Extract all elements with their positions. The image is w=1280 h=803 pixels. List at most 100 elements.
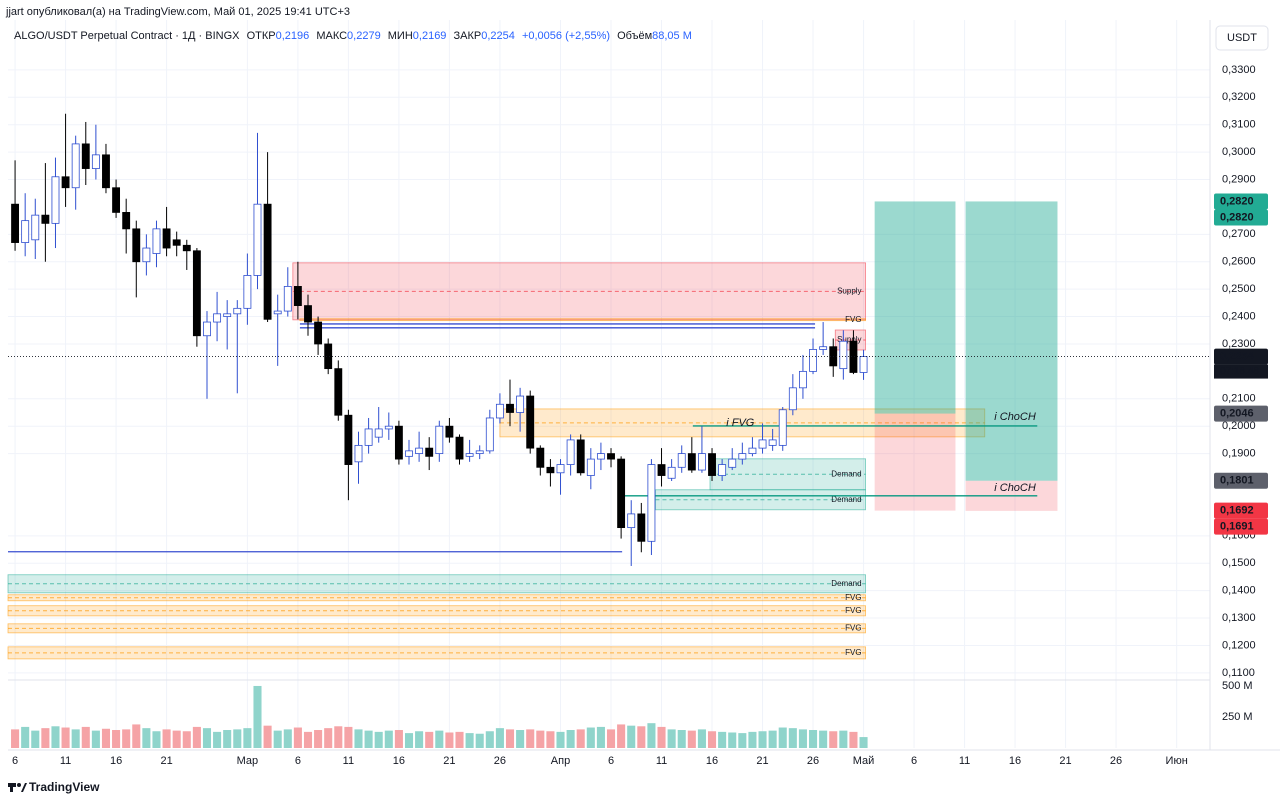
volume-bar bbox=[657, 726, 666, 748]
zone-label: FVG bbox=[845, 648, 861, 657]
currency[interactable]: USDT bbox=[1227, 32, 1257, 44]
y-tick-label: 0,2700 bbox=[1222, 228, 1256, 240]
annotation: i ChoCH bbox=[994, 411, 1036, 423]
volume-bar bbox=[707, 731, 717, 748]
candle-body bbox=[506, 403, 514, 413]
volume-bar bbox=[283, 729, 292, 748]
volume-bar bbox=[273, 730, 282, 748]
volume-bar bbox=[374, 731, 383, 748]
position-profit bbox=[874, 201, 956, 414]
volume-bar bbox=[122, 729, 131, 748]
x-tick-label: 6 bbox=[911, 755, 917, 767]
candle-body bbox=[102, 154, 110, 189]
volume-bar bbox=[687, 730, 696, 748]
volume-tick-label: 500 M bbox=[1222, 680, 1253, 692]
candle-body bbox=[576, 439, 585, 474]
volume-bar bbox=[364, 730, 373, 748]
volume-bar bbox=[445, 732, 454, 748]
volume-bar bbox=[667, 729, 676, 748]
volume-bar bbox=[71, 729, 80, 748]
countdown: 07:18:48 bbox=[1220, 366, 1259, 377]
volume-bar bbox=[81, 726, 90, 748]
x-tick-label: Май bbox=[853, 755, 875, 767]
logo-mark bbox=[17, 783, 21, 787]
volume-bar bbox=[21, 726, 30, 748]
price-badge bbox=[1214, 472, 1268, 489]
candle-body bbox=[748, 447, 757, 455]
candle-body bbox=[445, 425, 454, 438]
legend-value: 0,2196 bbox=[276, 30, 310, 42]
volume-bar bbox=[233, 729, 242, 748]
candle-body bbox=[112, 187, 121, 213]
x-tick-label: 26 bbox=[494, 755, 506, 767]
candle-body bbox=[405, 450, 413, 457]
candle-body bbox=[344, 414, 353, 465]
x-tick-label: 16 bbox=[1009, 755, 1021, 767]
y-tick-label: 0,3000 bbox=[1222, 146, 1256, 158]
volume-bar bbox=[253, 685, 262, 748]
volume-bar bbox=[455, 731, 464, 748]
candle-body bbox=[263, 203, 272, 320]
publisher: jjart опубликовал(а) на TradingView.com,… bbox=[5, 6, 350, 18]
position-loss bbox=[874, 413, 956, 511]
x-tick-label: 21 bbox=[443, 755, 455, 767]
candle-body bbox=[788, 387, 797, 411]
x-tick-label: 16 bbox=[393, 755, 405, 767]
volume-bar bbox=[334, 726, 343, 748]
x-tick-label: 11 bbox=[343, 755, 354, 767]
y-tick-label: 0,1100 bbox=[1222, 667, 1255, 679]
candle-body bbox=[11, 203, 20, 243]
candle-body bbox=[485, 417, 494, 452]
zone-label: Supply bbox=[837, 335, 861, 344]
volume-bar bbox=[839, 730, 848, 748]
volume-bar bbox=[566, 730, 575, 748]
candle-body bbox=[31, 214, 40, 241]
candle-body bbox=[203, 321, 211, 337]
volume-bar bbox=[31, 730, 40, 748]
price-badge bbox=[1214, 348, 1268, 365]
currency-button[interactable] bbox=[1215, 25, 1269, 51]
legend-value: 0,2169 bbox=[413, 30, 447, 42]
volume-bar bbox=[526, 729, 535, 748]
price-badge bbox=[1214, 193, 1268, 210]
x-tick-label: 6 bbox=[608, 755, 614, 767]
volume-bar bbox=[61, 727, 70, 748]
volume-bar bbox=[162, 729, 171, 748]
candle-body bbox=[425, 447, 434, 457]
candle-body bbox=[637, 513, 646, 542]
candle-body bbox=[708, 453, 716, 476]
volume-bar bbox=[819, 730, 828, 748]
volume-bar bbox=[697, 729, 706, 748]
candle-body bbox=[667, 466, 676, 479]
x-tick-label: 21 bbox=[756, 755, 768, 767]
candle-body bbox=[81, 143, 90, 169]
candle-body bbox=[324, 343, 333, 370]
x-tick-label: 11 bbox=[60, 755, 71, 767]
countdown-badge bbox=[1214, 364, 1268, 379]
volume-bar bbox=[596, 726, 605, 748]
candle-body bbox=[728, 458, 737, 468]
x-tick-label: 6 bbox=[295, 755, 301, 767]
candle-body bbox=[849, 340, 858, 373]
volume-bar bbox=[748, 731, 757, 748]
symbol-legend: ALGO/USDT Perpetual Contract · 1Д · BING… bbox=[14, 30, 692, 42]
volume-bar bbox=[637, 726, 646, 748]
candle-body bbox=[546, 466, 555, 474]
volume-bar bbox=[182, 731, 191, 748]
volume-bar bbox=[91, 730, 100, 748]
volume-bar bbox=[435, 730, 444, 748]
y-tick-label: 0,2300 bbox=[1222, 338, 1256, 350]
volume-bar bbox=[404, 733, 414, 748]
volume-bar bbox=[425, 731, 434, 748]
candle-body bbox=[435, 425, 444, 455]
volume-label: Объём bbox=[617, 30, 652, 42]
price-badge-label: 0,2254 bbox=[1220, 350, 1255, 362]
y-tick-label: 0,1200 bbox=[1222, 639, 1256, 651]
price-badge-label: 0,1691 bbox=[1220, 521, 1254, 533]
volume-bar bbox=[586, 727, 595, 748]
volume-bar bbox=[758, 731, 767, 748]
volume-bar bbox=[718, 731, 727, 748]
candle-body bbox=[233, 307, 242, 315]
zone-label: Demand bbox=[831, 579, 861, 588]
